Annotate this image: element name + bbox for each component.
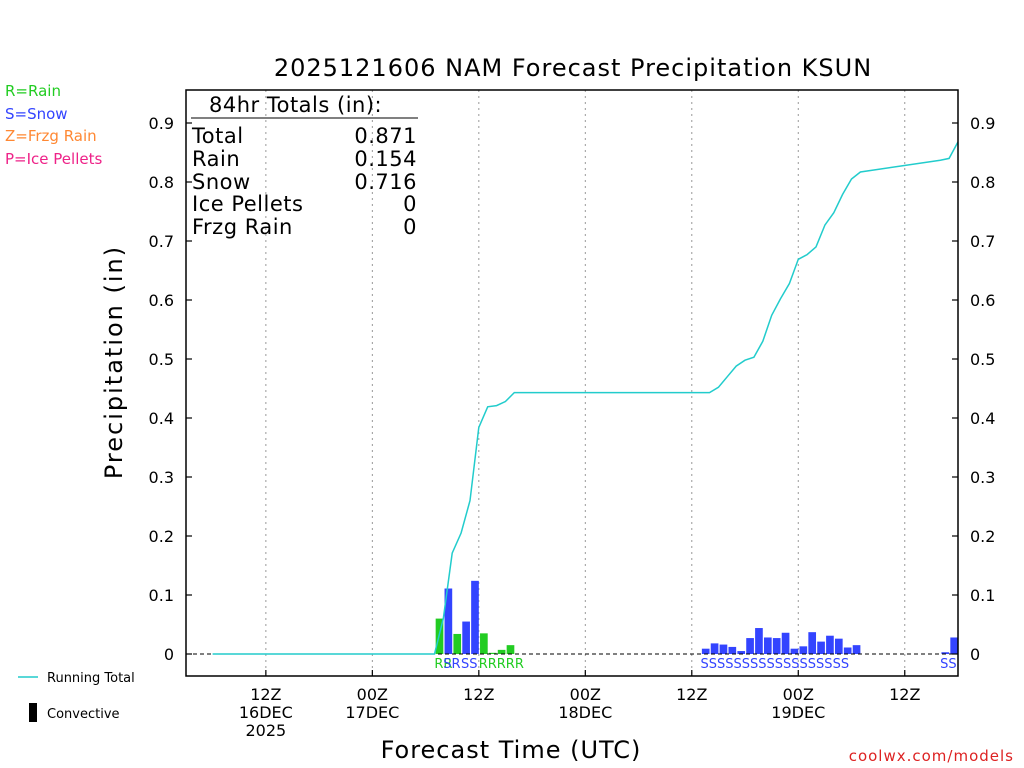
precip-bar-h63 (763, 637, 772, 654)
precip-bar-h70 (826, 635, 834, 654)
convective-legend-swatch (29, 703, 37, 722)
precip-bar-h69 (817, 641, 825, 654)
precip-bar-h57 (710, 643, 719, 654)
xtick-label-6-0: 12Z (889, 685, 920, 704)
precip-bar-h61 (746, 638, 754, 654)
totals-ice-pellets-value: 0 (403, 192, 417, 216)
ytick-label-left-8: 0.8 (149, 173, 174, 192)
xtick-label-5-1: 19DEC (771, 703, 825, 722)
totals-box: 84hr Totals (in): Total 0.871 Rain 0.154… (191, 93, 418, 239)
precip-bar-h56 (701, 648, 710, 654)
ytick-label-left-2: 0.2 (149, 527, 174, 546)
ytick-label-right-7: 0.7 (970, 232, 995, 251)
totals-snow-value: 0.716 (354, 170, 417, 194)
credit-text: coolwx.com/models (849, 747, 1014, 765)
xtick-label-0-0: 12Z (250, 685, 281, 704)
totals-total-label: Total (191, 124, 244, 148)
ytick-label-right-3: 0.3 (970, 468, 995, 487)
precip-bar-h60 (737, 651, 746, 654)
y-axis-label: Precipitation (in) (100, 245, 128, 479)
precip-bar-h71 (834, 638, 843, 654)
totals-rain-label: Rain (192, 147, 240, 171)
precip-bar-h62 (755, 628, 763, 654)
ytick-label-right-1: 0.1 (970, 586, 995, 605)
precip-bar-h84 (950, 637, 958, 654)
precip-bar-h28 (453, 633, 462, 654)
totals-snow-label: Snow (192, 170, 251, 194)
ytick-label-right-9: 0.9 (970, 114, 995, 133)
ptype-label-2: SS (461, 657, 478, 672)
ytick-label-left-5: 0.5 (149, 350, 174, 369)
ptype-legend-ice-pellets: P=Ice Pellets (5, 150, 102, 168)
convective-legend-label: Convective (47, 707, 120, 722)
ytick-label-right-2: 0.2 (970, 527, 995, 546)
totals-header: 84hr Totals (in): (209, 93, 382, 117)
ytick-label-right-8: 0.8 (970, 173, 995, 192)
ptype-legend-snow: S=Snow (5, 105, 68, 123)
precip-bar-h66 (790, 648, 799, 654)
precip-bar-h58 (719, 644, 728, 654)
ytick-label-left-0: 0 (164, 645, 174, 664)
ptype-legend-frzg-rain: Z=Frzg Rain (5, 127, 97, 145)
precip-bar-h34 (506, 645, 515, 654)
ytick-label-left-9: 0.9 (149, 114, 174, 133)
precip-bar-h33 (497, 649, 506, 654)
ytick-label-right-4: 0.4 (970, 409, 995, 428)
totals-ice-pellets-label: Ice Pellets (192, 192, 303, 216)
xtick-label-3-1: 18DEC (558, 703, 612, 722)
precip-bar-h32 (488, 652, 497, 654)
ytick-label-right-5: 0.5 (970, 350, 995, 369)
series-legend: Running Total Convective (18, 671, 135, 722)
precip-bar-h31 (480, 633, 488, 654)
totals-frzg-rain-value: 0 (403, 215, 417, 239)
ytick-label-right-0: 0 (970, 645, 980, 664)
ytick-label-left-4: 0.4 (149, 409, 174, 428)
plot-frame (185, 89, 959, 677)
ytick-label-left-1: 0.1 (149, 586, 174, 605)
precip-bar-h83 (941, 652, 950, 654)
ptype-legend: R=Rain S=Snow Z=Frzg Rain P=Ice Pellets (5, 82, 102, 168)
precip-bar-h59 (728, 646, 737, 654)
xtick-label-3-0: 00Z (570, 685, 601, 704)
precip-bar-h27 (444, 588, 453, 654)
ytick-label-left-7: 0.7 (149, 232, 174, 251)
precip-bar-h67 (799, 646, 808, 654)
ptype-legend-rain: R=Rain (5, 82, 61, 100)
running-total-line (212, 141, 959, 655)
xtick-label-2-0: 12Z (463, 685, 494, 704)
precip-bar-h73 (852, 645, 861, 654)
x-axis-label: Forecast Time (UTC) (381, 736, 642, 764)
precip-bar-h29 (462, 621, 470, 654)
xtick-label-4-0: 12Z (676, 685, 707, 704)
ptype-label-1: SR (443, 657, 460, 672)
xtick-label-0-1: 16DEC (239, 703, 293, 722)
precip-bar-h72 (843, 647, 852, 654)
precip-bar-h64 (772, 638, 781, 654)
totals-rain-value: 0.154 (354, 147, 417, 171)
totals-frzg-rain-label: Frzg Rain (192, 215, 293, 239)
ytick-label-left-6: 0.6 (149, 291, 174, 310)
ptype-label-3: RRRRR (479, 657, 524, 672)
ytick-label-left-3: 0.3 (149, 468, 174, 487)
y-axis-ticks: 0 00.1 0.10.2 0.20.3 0.30.4 0.40.5 0.50.6 0.60.… (149, 114, 996, 664)
precip-bars (435, 580, 958, 654)
xtick-label-1-1: 17DEC (345, 703, 399, 722)
running-total-legend-label: Running Total (47, 671, 135, 686)
precip-bar-h30 (471, 580, 479, 654)
xtick-label-1-0: 00Z (357, 685, 388, 704)
ptype-label-4: SSSSSSSSSSSSSSSSSS (701, 657, 850, 672)
ptype-label-0: RR (434, 657, 452, 672)
totals-total-value: 0.871 (354, 124, 417, 148)
precip-bar-h68 (808, 632, 817, 654)
chart-title: 2025121606 NAM Forecast Precipitation KS… (274, 54, 872, 82)
xtick-label-0-2: 2025 (246, 721, 287, 740)
ytick-label-right-6: 0.6 (970, 291, 995, 310)
precip-bar-h65 (781, 632, 790, 654)
xtick-label-5-0: 00Z (783, 685, 814, 704)
x-gridlines (265, 90, 906, 676)
ptype-label-5: SS (940, 657, 957, 672)
